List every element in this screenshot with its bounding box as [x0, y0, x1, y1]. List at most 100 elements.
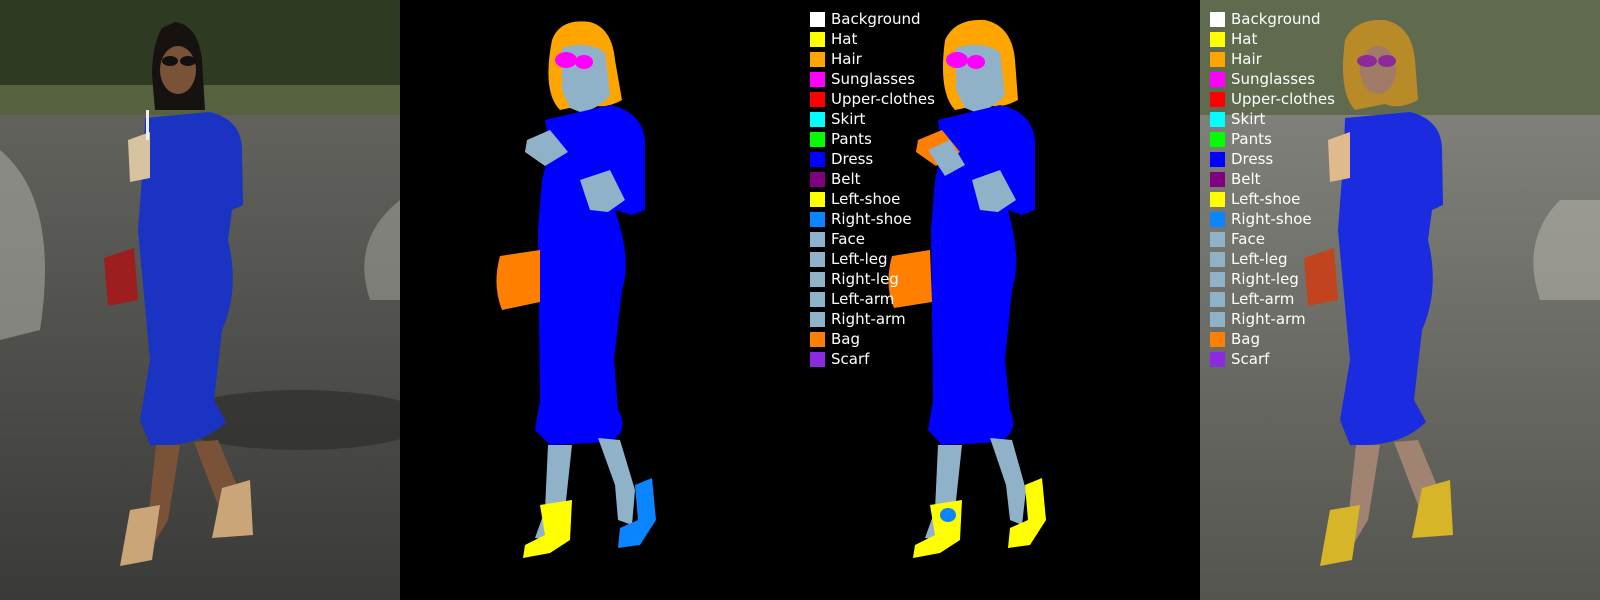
legend-item-left-shoe: Left-shoe — [1210, 189, 1335, 209]
legend-swatch — [810, 51, 825, 67]
legend-item-belt: Belt — [810, 169, 935, 189]
legend-swatch — [1210, 151, 1225, 167]
legend-label: Sunglasses — [1231, 70, 1316, 88]
legend-label: Sunglasses — [831, 70, 916, 88]
legend-label: Left-shoe — [831, 190, 901, 208]
legend-swatch — [810, 151, 825, 167]
legend-swatch — [810, 211, 825, 227]
legend-label: Scarf — [831, 350, 870, 368]
segmentation-overlay-panel: Background Hat Hair Sunglasses Upper-clothes… — [1200, 0, 1600, 600]
sunglasses-left-region — [946, 52, 968, 68]
legend-label: Left-shoe — [1231, 190, 1301, 208]
right-leg-region — [990, 438, 1026, 525]
legend-item-hat: Hat — [1210, 29, 1335, 49]
shadow — [170, 390, 400, 450]
legend-swatch — [1210, 171, 1225, 187]
bag-region — [496, 250, 540, 310]
legend-label: Skirt — [1231, 110, 1266, 128]
legend-swatch — [810, 91, 825, 107]
legend-item-right-shoe: Right-shoe — [810, 209, 935, 229]
left-leg — [125, 445, 180, 553]
legend-swatch — [810, 191, 825, 207]
legend-item-sunglasses: Sunglasses — [1210, 69, 1335, 89]
legend-swatch — [1210, 111, 1225, 127]
legend-swatch — [1210, 231, 1225, 247]
legend-swatch — [1210, 91, 1225, 107]
straw — [146, 110, 149, 140]
legend-item-scarf: Scarf — [810, 349, 935, 369]
legend-swatch — [810, 231, 825, 247]
legend-item-right-leg: Right-leg — [810, 269, 935, 289]
legend-swatch — [810, 331, 825, 347]
right-shoe-region — [618, 478, 656, 548]
legend-item-upper-clothes: Upper-clothes — [810, 89, 935, 109]
person — [104, 22, 253, 566]
legend-label: Face — [831, 230, 865, 248]
legend-item-right-arm: Right-arm — [810, 309, 935, 329]
legend-swatch — [1210, 131, 1225, 147]
legend-label: Pants — [831, 130, 872, 148]
right-arm-region — [972, 170, 1016, 212]
right-shoe-fragment-region — [940, 508, 956, 522]
legend-label: Right-leg — [831, 270, 899, 288]
legend-label: Dress — [1231, 150, 1274, 168]
segmentation-mask-a — [400, 0, 800, 600]
left-arm-region — [928, 140, 965, 176]
legend-item-right-shoe: Right-shoe — [1210, 209, 1335, 229]
legend-label: Bag — [831, 330, 861, 348]
legend-swatch — [810, 71, 825, 87]
legend-swatch — [1210, 331, 1225, 347]
legend-item-hat: Hat — [810, 29, 935, 49]
legend-swatch — [1210, 291, 1225, 307]
sunglasses-left — [162, 56, 178, 66]
legend-item-background: Background — [810, 9, 935, 29]
sunlit-curb-right — [364, 200, 400, 300]
legend-item-dress: Dress — [810, 149, 935, 169]
legend-swatch — [1210, 51, 1225, 67]
legend-item-background: Background — [1210, 9, 1335, 29]
legend-swatch — [810, 311, 825, 327]
legend-swatch — [810, 351, 825, 367]
legend-label: Background — [1231, 10, 1321, 28]
legend-swatch — [810, 291, 825, 307]
legend-label: Bag — [1231, 330, 1261, 348]
bag-region — [888, 250, 932, 308]
legend-label: Right-leg — [1231, 270, 1299, 288]
legend-item-left-leg: Left-leg — [1210, 249, 1335, 269]
legend-label: Face — [1231, 230, 1265, 248]
legend-item-face: Face — [810, 229, 935, 249]
right-shoe — [212, 480, 253, 538]
segmentation-mask-b-panel: Background Hat Hair Sunglasses Upper-clothes… — [800, 0, 1200, 600]
dress — [138, 112, 243, 446]
legend-item-upper-clothes: Upper-clothes — [1210, 89, 1335, 109]
sunglasses-right-region — [575, 55, 593, 69]
face-overlay — [1360, 46, 1396, 94]
bag — [104, 248, 138, 306]
legend-item-pants: Pants — [1210, 129, 1335, 149]
legend-item-hair: Hair — [810, 49, 935, 69]
left-shoe — [120, 505, 160, 566]
legend-swatch — [1210, 271, 1225, 287]
legend-label: Hair — [831, 50, 862, 68]
legend-item-sunglasses: Sunglasses — [810, 69, 935, 89]
legend-label: Right-arm — [1231, 310, 1306, 328]
face — [160, 46, 196, 94]
left-leg-overlay — [1325, 445, 1380, 553]
legend-label: Right-arm — [831, 310, 906, 328]
original-photo-panel — [0, 0, 400, 600]
legend-label: Hat — [1231, 30, 1258, 48]
legend-label: Dress — [831, 150, 874, 168]
legend-item-skirt: Skirt — [1210, 109, 1335, 129]
sunlit-curb-left — [0, 150, 45, 340]
legend-swatch — [810, 31, 825, 47]
left-arm-region — [525, 130, 568, 166]
legend-swatch — [810, 111, 825, 127]
legend-item-left-shoe: Left-shoe — [810, 189, 935, 209]
legend-label: Skirt — [831, 110, 866, 128]
legend-item-right-arm: Right-arm — [1210, 309, 1335, 329]
legend-item-left-arm: Left-arm — [1210, 289, 1335, 309]
legend-swatch — [1210, 11, 1225, 27]
iced-drink — [128, 132, 150, 182]
legend-label: Background — [831, 10, 921, 28]
bag-overlay — [1304, 248, 1338, 306]
